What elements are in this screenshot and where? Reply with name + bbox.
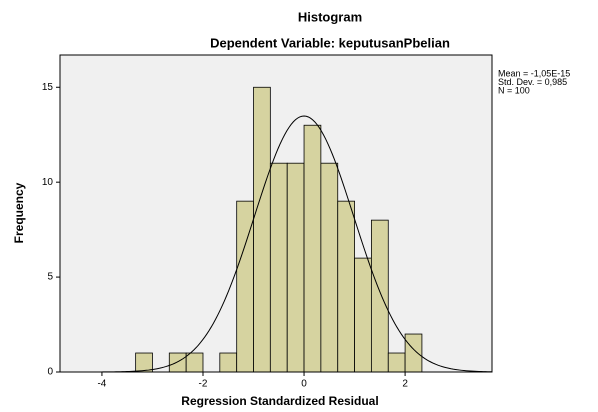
x-tick-label: 2 (402, 379, 408, 390)
plot-border (59, 54, 493, 373)
bar (286, 162, 305, 373)
chart-title: Histogram (298, 9, 362, 24)
y-axis-label: Frequency (12, 182, 26, 243)
y-tick-label: 15 (42, 82, 54, 93)
bar (337, 200, 355, 373)
stat-label: N = 100 (498, 85, 530, 95)
bar (219, 352, 238, 373)
x-tick-label: -4 (97, 379, 106, 390)
bar (168, 352, 187, 373)
x-axis-label: Regression Standardized Residual (181, 394, 378, 408)
bar (185, 352, 204, 373)
chart-subtitle: Dependent Variable: keputusanPbelian (210, 35, 450, 50)
bar (370, 219, 389, 373)
y-tick-label: 0 (47, 367, 53, 378)
y-tick-label: 10 (42, 177, 54, 188)
bar (404, 333, 423, 373)
x-tick-label: 0 (301, 379, 307, 390)
bar (269, 162, 288, 373)
bar (135, 352, 153, 373)
bar (253, 86, 271, 373)
stat-label: Mean = -1,05E-15 (498, 68, 570, 78)
bar (354, 257, 372, 373)
stat-label: Std. Dev. = 0,985 (498, 77, 567, 87)
bar (387, 352, 406, 373)
bar (303, 124, 322, 373)
normal-curve (60, 115, 493, 373)
bar (320, 162, 339, 373)
y-tick-label: 5 (47, 272, 53, 283)
x-tick-label: -2 (199, 379, 208, 390)
